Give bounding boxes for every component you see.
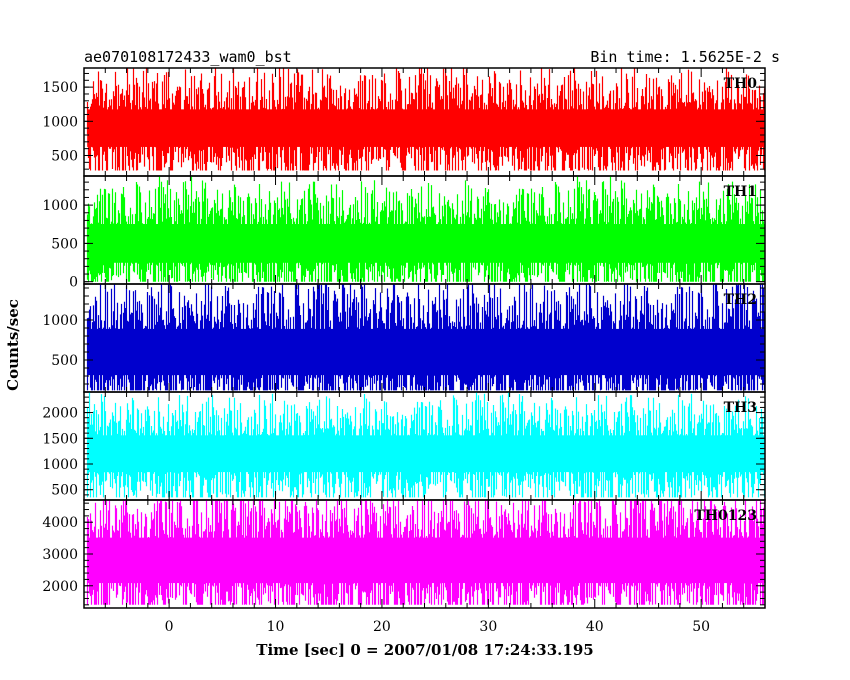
x-tick-label: 20	[373, 619, 391, 635]
series-core-th0123	[87, 537, 765, 584]
panels-group: 500 1000 1500 TH0 0 500 1000 TH1 500 1000 TH2 500 10…	[42, 67, 766, 609]
series-core-th0	[87, 109, 765, 147]
y-tick-label: 2000	[42, 579, 78, 595]
y-tick-label: 4000	[42, 515, 78, 531]
x-tick-label: 40	[586, 619, 604, 635]
panel-th1: 0 500 1000 TH1	[42, 175, 766, 291]
x-axis: 0 10 20 30 40 50	[165, 619, 710, 635]
x-axis-label: Time [sec] 0 = 2007/01/08 17:24:33.195	[256, 641, 593, 659]
panel-th0: 500 1000 1500 TH0	[42, 67, 766, 177]
chart-title: ae070108172433_wam0_bst	[84, 48, 292, 66]
y-tick-label: 1500	[42, 431, 78, 447]
panel-th2: 500 1000 TH2	[42, 283, 766, 393]
panel-label-th2: TH2	[724, 292, 757, 308]
y-tick-label: 0	[69, 275, 78, 291]
y-axis-label: Counts/sec	[4, 299, 22, 391]
y-tick-label: 1000	[42, 114, 78, 130]
x-tick-label: 0	[165, 619, 174, 635]
series-core-th1	[87, 224, 765, 263]
y-tick-label: 500	[51, 148, 78, 164]
y-tick-label: 3000	[42, 547, 78, 563]
panel-label-th0: TH0	[724, 76, 758, 92]
panel-th3: 500 1000 1500 2000 TH3	[42, 391, 766, 501]
panel-th0123: 2000 3000 4000 TH0123	[42, 499, 766, 609]
series-core-th3	[87, 435, 765, 473]
y-tick-label: 500	[51, 483, 78, 499]
y-tick-label: 500	[51, 236, 78, 252]
y-tick-label: 1000	[42, 198, 78, 214]
panel-label-th3: TH3	[724, 400, 757, 416]
x-tick-label: 10	[267, 619, 285, 635]
y-tick-label: 2000	[42, 406, 78, 422]
y-tick-label: 500	[51, 353, 78, 369]
y-tick-label: 1500	[42, 80, 78, 96]
panel-label-th1: TH1	[724, 184, 757, 200]
series-core-th2	[87, 328, 765, 376]
y-tick-label: 1000	[42, 457, 78, 473]
x-tick-label: 30	[479, 619, 497, 635]
x-tick-label: 50	[692, 619, 710, 635]
y-tick-label: 1000	[42, 313, 78, 329]
panel-label-th0123: TH0123	[694, 508, 757, 524]
chart-subtitle: Bin time: 1.5625E-2 s	[590, 48, 780, 66]
